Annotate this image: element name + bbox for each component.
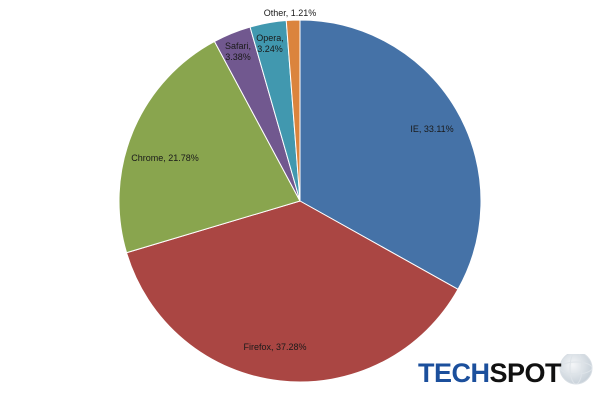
logo-wordmark: TECHSPOT — [418, 358, 562, 388]
globe-icon — [559, 354, 593, 385]
slice-label-other: Other, 1.21% — [264, 8, 317, 18]
slice-chrome — [118, 40, 301, 254]
slice-ie — [299, 19, 482, 290]
techspot-logo: TECHSPOT — [416, 354, 600, 398]
logo-part2: SPOT — [489, 358, 562, 388]
slice-label-safari: Safari, 3.38% — [225, 41, 251, 62]
slice-label-ie: IE, 33.11% — [410, 124, 453, 134]
logo-part1: TECH — [418, 358, 490, 388]
slice-other — [285, 19, 301, 202]
slice-label-firefox: Firefox, 37.28% — [243, 342, 306, 352]
slice-label-chrome: Chrome, 21.78% — [131, 153, 199, 163]
slice-labels: IE, 33.11% Firefox, 37.28% Chrome, 21.78% S… — [131, 8, 453, 352]
pie-slices — [118, 19, 482, 383]
slice-label-opera: Opera, 3.24% — [256, 33, 284, 54]
slice-firefox — [125, 200, 459, 383]
